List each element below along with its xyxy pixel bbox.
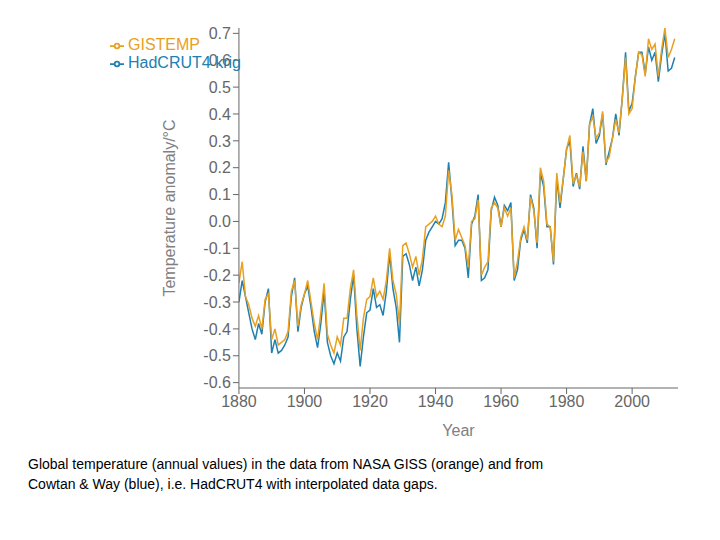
svg-text:-0.1: -0.1 [203, 240, 231, 257]
svg-text:0.7: 0.7 [209, 25, 231, 42]
svg-text:1940: 1940 [418, 393, 454, 410]
svg-text:0.0: 0.0 [209, 213, 231, 230]
svg-text:0.3: 0.3 [209, 133, 231, 150]
svg-text:0.6: 0.6 [209, 52, 231, 69]
svg-text:Year: Year [442, 422, 475, 439]
svg-text:0.2: 0.2 [209, 159, 231, 176]
svg-text:-0.4: -0.4 [203, 321, 231, 338]
svg-text:-0.5: -0.5 [203, 347, 231, 364]
svg-text:1880: 1880 [221, 393, 257, 410]
svg-text:-0.6: -0.6 [203, 374, 231, 391]
svg-text:1980: 1980 [549, 393, 585, 410]
svg-text:1960: 1960 [483, 393, 519, 410]
svg-text:1920: 1920 [352, 393, 388, 410]
svg-text:0.4: 0.4 [209, 106, 231, 123]
svg-text:-0.2: -0.2 [203, 267, 231, 284]
svg-text:2000: 2000 [614, 393, 650, 410]
svg-text:1900: 1900 [287, 393, 323, 410]
svg-text:Temperature anomaly/°C: Temperature anomaly/°C [161, 119, 178, 296]
svg-text:0.5: 0.5 [209, 79, 231, 96]
svg-text:-0.3: -0.3 [203, 294, 231, 311]
svg-text:0.1: 0.1 [209, 186, 231, 203]
